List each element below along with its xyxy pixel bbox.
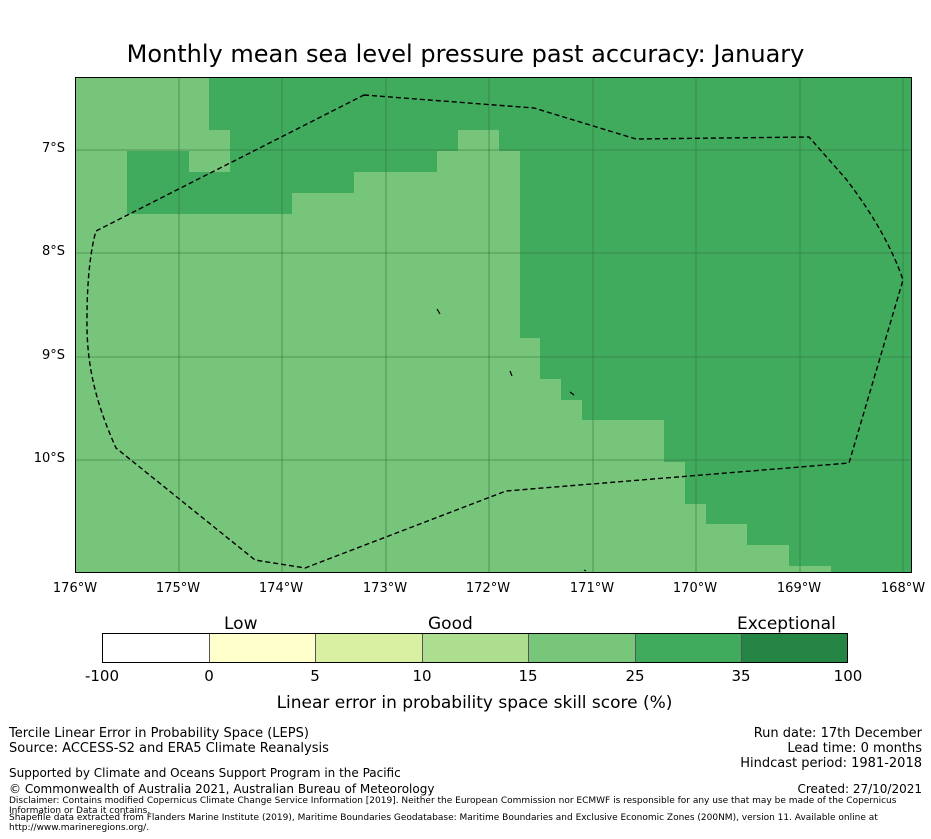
lon-label-168w: 168°W: [880, 581, 926, 596]
skill-map: [75, 77, 912, 573]
lon-label-171w: 171°W: [569, 581, 615, 596]
skill-map-svg: [76, 78, 911, 572]
lon-label-175w: 175°W: [155, 581, 201, 596]
colorbar: [102, 633, 848, 663]
lon-label-174w: 174°W: [258, 581, 304, 596]
colorbar-tick: 25: [625, 667, 645, 685]
footer-shapefile: Shapefile data extracted from Flanders M…: [9, 813, 878, 833]
colorbar-segment-1: [103, 634, 210, 662]
lon-label-176w: 176°W: [52, 581, 98, 596]
colorbar-segment-7: [742, 634, 847, 662]
colorbar-tick: 35: [731, 667, 751, 685]
chart-title: Monthly mean sea level pressure past acc…: [126, 40, 805, 68]
legend-category-exceptional: Exceptional: [737, 614, 836, 634]
lat-label-10s: 10°S: [33, 451, 65, 466]
footer-copyright: © Commonwealth of Australia 2021, Austra…: [9, 782, 435, 796]
footer-run-date: Run date: 17th December: [753, 726, 922, 741]
colorbar-tick: 0: [204, 667, 214, 685]
colorbar-tick: 5: [310, 667, 320, 685]
footer-support: Supported by Climate and Oceans Support …: [9, 766, 401, 780]
footer-disclaimer: Disclaimer: Contains modified Copernicus…: [9, 796, 897, 816]
colorbar-tick: 10: [412, 667, 432, 685]
lat-label-8s: 8°S: [41, 244, 65, 259]
lat-label-7s: 7°S: [41, 141, 65, 156]
footer-hindcast: Hindcast period: 1981-2018: [740, 756, 922, 771]
colorbar-segment-6: [636, 634, 742, 662]
colorbar-segment-3: [316, 634, 423, 662]
colorbar-tick: -100: [84, 667, 120, 685]
footer-method: Tercile Linear Error in Probability Spac…: [9, 726, 309, 741]
grid-lines: [76, 78, 911, 572]
eez-boundary: [86, 94, 904, 569]
footer-lead-time: Lead time: 0 months: [787, 741, 922, 756]
high-skill-region-east: [127, 78, 911, 572]
colorbar-segment-2: [210, 634, 316, 662]
colorbar-tick: 15: [518, 667, 538, 685]
lat-label-9s: 9°S: [41, 348, 65, 363]
footer-source: Source: ACCESS-S2 and ERA5 Climate Reana…: [9, 741, 329, 756]
legend-category-good: Good: [428, 614, 473, 634]
legend-category-low: Low: [224, 614, 258, 634]
footer-created: Created: 27/10/2021: [797, 782, 922, 796]
colorbar-label: Linear error in probability space skill …: [276, 693, 673, 713]
lon-label-173w: 173°W: [362, 581, 408, 596]
lon-label-172w: 172°W: [465, 581, 511, 596]
lon-label-170w: 170°W: [672, 581, 718, 596]
lon-label-169w: 169°W: [776, 581, 822, 596]
colorbar-segment-4: [423, 634, 529, 662]
colorbar-segment-5: [529, 634, 636, 662]
colorbar-tick: 100: [833, 667, 863, 685]
island-marks: [436, 308, 587, 572]
